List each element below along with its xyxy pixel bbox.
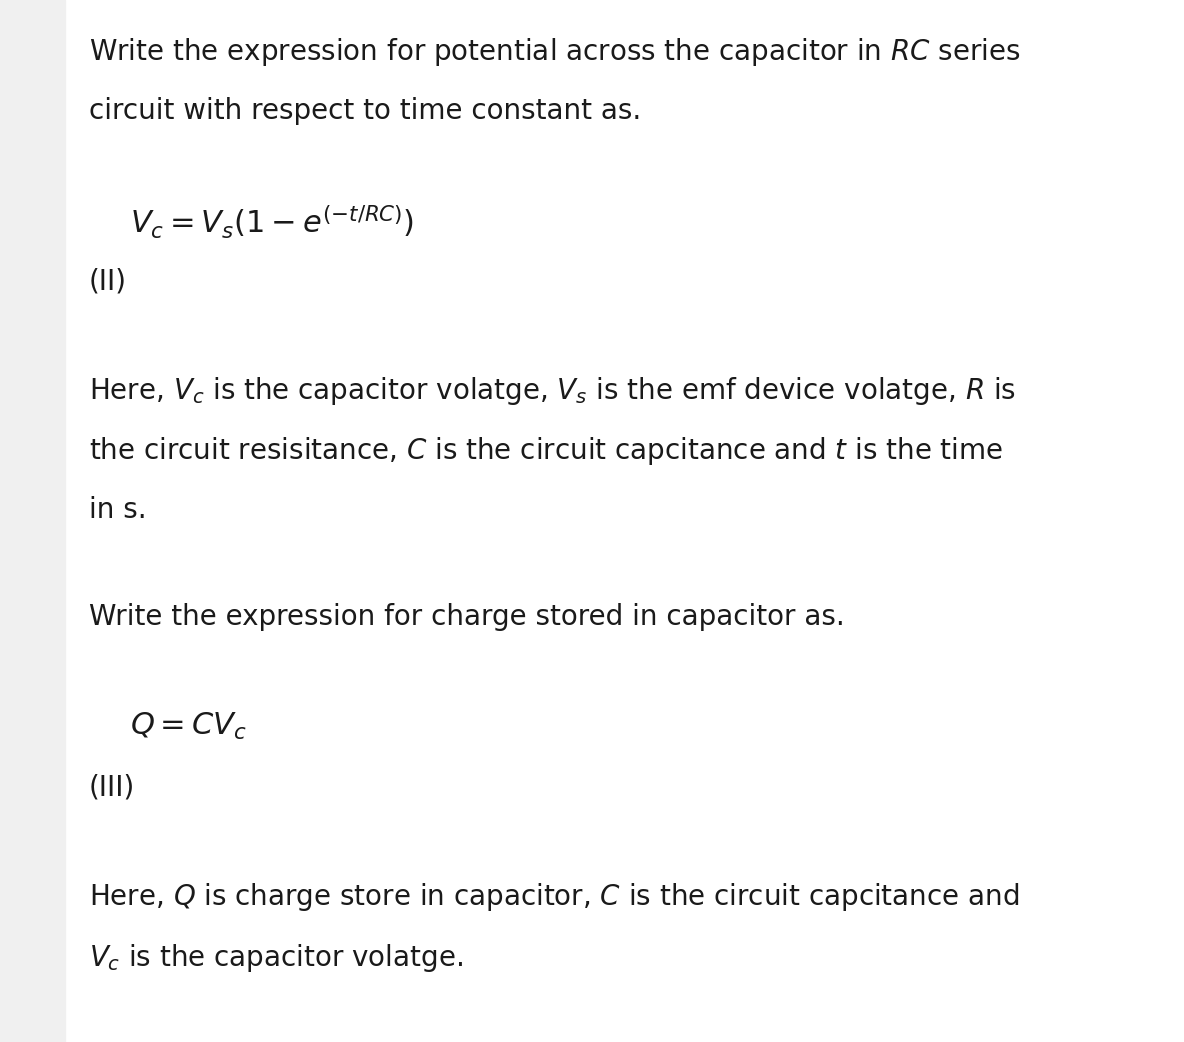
- Text: the circuit resisitance, $C$ is the circuit capcitance and $t$ is the time: the circuit resisitance, $C$ is the circ…: [89, 436, 1003, 468]
- Text: Here, $Q$ is charge store in capacitor, $C$ is the circuit capcitance and: Here, $Q$ is charge store in capacitor, …: [89, 882, 1019, 914]
- Text: $Q = CV_c$: $Q = CV_c$: [130, 711, 247, 742]
- Text: $V_c = V_s\left(1 - e^{(-t/RC)}\right)$: $V_c = V_s\left(1 - e^{(-t/RC)}\right)$: [130, 204, 414, 242]
- Text: $V_c$ is the capacitor volatge.: $V_c$ is the capacitor volatge.: [89, 942, 463, 974]
- Text: circuit with respect to time constant as.: circuit with respect to time constant as…: [89, 97, 641, 125]
- Text: (III): (III): [89, 774, 135, 802]
- Text: in s.: in s.: [89, 496, 147, 524]
- Text: Here, $V_c$ is the capacitor volatge, $V_s$ is the emf device volatge, $R$ is: Here, $V_c$ is the capacitor volatge, $V…: [89, 375, 1016, 407]
- Text: (II): (II): [89, 268, 127, 296]
- Text: Write the expression for potential across the capacitor in $\mathit{RC}$ series: Write the expression for potential acros…: [89, 36, 1021, 69]
- Text: Write the expression for charge stored in capacitor as.: Write the expression for charge stored i…: [89, 603, 844, 631]
